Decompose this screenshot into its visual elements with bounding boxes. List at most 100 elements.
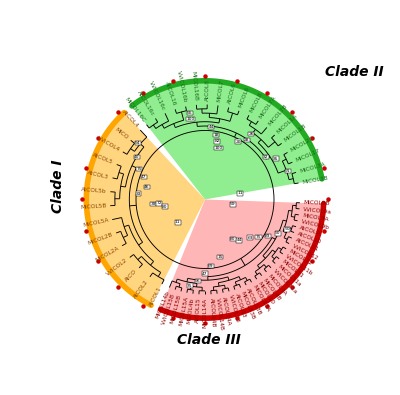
Text: MiCOL10: MiCOL10 — [257, 281, 275, 305]
Text: 20: 20 — [236, 140, 241, 144]
Text: 75: 75 — [136, 167, 142, 171]
Text: 91: 91 — [285, 169, 290, 173]
Text: MiCOL7A: MiCOL7A — [258, 94, 277, 119]
Text: AtCO: AtCO — [124, 269, 138, 283]
Wedge shape — [88, 114, 205, 304]
Text: AtCOL11: AtCOL11 — [294, 237, 319, 252]
Text: MiCOL5A: MiCOL5A — [82, 218, 109, 228]
Text: 46: 46 — [144, 185, 150, 189]
Text: VViCOL2: VViCOL2 — [105, 258, 128, 277]
Text: 82: 82 — [214, 139, 220, 143]
Text: MiCOL9A: MiCOL9A — [302, 213, 329, 222]
Text: 15: 15 — [218, 255, 223, 259]
Text: AtCOL13B: AtCOL13B — [246, 287, 263, 316]
Text: 100: 100 — [187, 117, 195, 121]
Text: Clade III: Clade III — [177, 333, 240, 348]
Text: 55: 55 — [187, 111, 193, 115]
Text: 63: 63 — [248, 236, 253, 240]
Text: MiCO: MiCO — [114, 126, 129, 140]
Text: MiCOL2B: MiCOL2B — [87, 232, 114, 246]
Text: MiCOL15B: MiCOL15B — [170, 294, 182, 325]
Text: VViCOL9a: VViCOL9a — [303, 207, 332, 214]
Text: MiCOL4A: MiCOL4A — [267, 273, 288, 297]
Text: 50: 50 — [284, 228, 290, 231]
Text: VViCOL11a: VViCOL11a — [272, 269, 298, 295]
Text: MiCOL14b: MiCOL14b — [154, 290, 170, 320]
Text: MiCOL4B: MiCOL4B — [262, 277, 282, 301]
Text: MiCOL16B: MiCOL16B — [191, 71, 198, 102]
Text: AtCOL14B: AtCOL14B — [209, 298, 216, 327]
Text: 80: 80 — [230, 237, 236, 241]
Text: MiCOL3B: MiCOL3B — [302, 175, 329, 185]
Text: 56: 56 — [195, 279, 201, 283]
Text: Clade I: Clade I — [51, 159, 65, 213]
Text: 32: 32 — [263, 155, 268, 159]
Text: 39: 39 — [150, 202, 156, 206]
Text: VViCOL16c: VViCOL16c — [148, 80, 166, 111]
Text: MiCOL9B: MiCOL9B — [304, 200, 330, 206]
Text: 11: 11 — [175, 220, 180, 224]
Text: MiCOL2C: MiCOL2C — [290, 135, 315, 153]
Text: 83: 83 — [265, 234, 271, 238]
Text: VViCOL9b: VViCOL9b — [300, 219, 330, 231]
Text: MiCOL5B: MiCOL5B — [80, 203, 107, 210]
Text: 28: 28 — [244, 138, 250, 142]
Text: Clade II: Clade II — [325, 65, 384, 79]
Text: MiCOL2A: MiCOL2A — [94, 245, 120, 263]
Text: 18: 18 — [214, 133, 219, 137]
Text: 44: 44 — [236, 239, 242, 243]
Text: AtCOL5b: AtCOL5b — [81, 187, 107, 194]
Text: 35: 35 — [273, 157, 278, 161]
Text: MiCOL1B: MiCOL1B — [283, 124, 307, 143]
Text: MiCOL15A: MiCOL15A — [178, 296, 189, 326]
Text: AtCOL14A: AtCOL14A — [221, 296, 232, 326]
Text: MiCOL12: MiCOL12 — [288, 248, 313, 267]
Text: AtCOL5: AtCOL5 — [92, 153, 114, 166]
Text: MiCOL6: MiCOL6 — [238, 86, 251, 108]
Text: 40: 40 — [134, 155, 140, 159]
Wedge shape — [161, 199, 322, 317]
Text: 75: 75 — [256, 235, 261, 239]
Wedge shape — [133, 82, 320, 199]
Text: VViCOL16b: VViCOL16b — [176, 71, 187, 103]
Text: MiCOL1A: MiCOL1A — [276, 113, 298, 134]
Text: AtCOL4: AtCOL4 — [121, 110, 140, 129]
Text: MiCOL16C: MiCOL16C — [124, 96, 146, 123]
Text: AtCOL16c: AtCOL16c — [136, 90, 156, 117]
Text: 59: 59 — [230, 202, 236, 206]
Text: MiCOL7B: MiCOL7B — [267, 103, 288, 126]
Text: AtCOL1: AtCOL1 — [148, 286, 162, 308]
Text: 100: 100 — [215, 146, 223, 150]
Text: 80: 80 — [162, 205, 168, 209]
Text: AtCOL9: AtCOL9 — [299, 226, 321, 237]
Text: MiCOL13A: MiCOL13A — [251, 284, 270, 313]
Text: VViCOL11b: VViCOL11b — [284, 254, 314, 277]
Text: MiCOL4b: MiCOL4b — [186, 297, 195, 324]
Text: VViCOL12: VViCOL12 — [291, 243, 319, 261]
Text: 11: 11 — [237, 191, 243, 195]
Text: AtCOL2: AtCOL2 — [133, 278, 150, 299]
Text: AtCOL8: AtCOL8 — [205, 79, 210, 101]
Text: AtCOL13: AtCOL13 — [234, 292, 246, 318]
Text: MiCOL13B: MiCOL13B — [240, 290, 256, 320]
Text: 47: 47 — [141, 175, 146, 179]
Text: AtCOL16: AtCOL16 — [164, 81, 176, 107]
Text: MiCOL7: MiCOL7 — [216, 79, 224, 102]
Text: 47: 47 — [202, 272, 208, 276]
Text: VViCOL4: VViCOL4 — [96, 135, 121, 152]
Text: MiCOL11: MiCOL11 — [280, 259, 304, 279]
Text: MiCOL11a: MiCOL11a — [276, 264, 302, 288]
Text: MiCOL14A: MiCOL14A — [202, 298, 208, 328]
Text: VViCOL13: VViCOL13 — [228, 294, 240, 324]
Text: MiCOL8: MiCOL8 — [248, 91, 263, 113]
Text: 90: 90 — [275, 231, 280, 235]
Text: 69: 69 — [208, 264, 214, 268]
Text: AtCOL6: AtCOL6 — [227, 82, 238, 105]
Text: AtCOL15: AtCOL15 — [194, 298, 201, 324]
Text: 33: 33 — [136, 192, 141, 196]
Text: 44: 44 — [208, 125, 214, 129]
Text: MiCOL17: MiCOL17 — [295, 148, 321, 163]
Text: AtCOL10: AtCOL10 — [297, 231, 322, 245]
Text: MiCOL3A: MiCOL3A — [299, 162, 326, 174]
Text: 54: 54 — [135, 141, 141, 145]
